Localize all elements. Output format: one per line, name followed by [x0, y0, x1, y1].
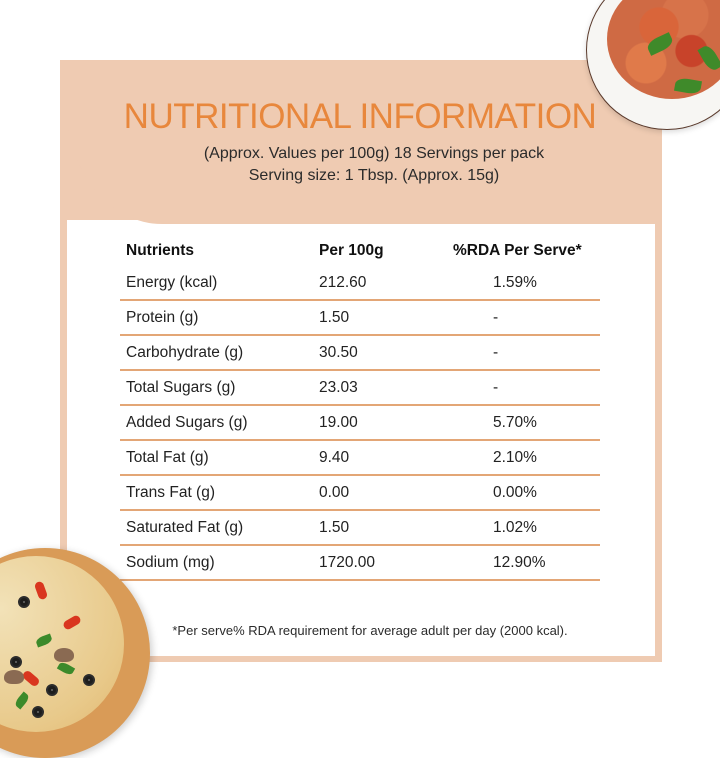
header-panel — [66, 60, 662, 224]
values-subtitle: (Approx. Values per 100g) 18 Servings pe… — [203, 145, 545, 162]
page-title: NUTRITIONAL INFORMATION — [123, 97, 597, 136]
column-header-per-100g: Per 100g — [319, 242, 384, 259]
nutrient-name: Carbohydrate (g) — [126, 343, 244, 361]
per-100g-value: 9.40 — [319, 448, 350, 466]
nutrient-name: Total Fat (g) — [126, 448, 209, 466]
rda-value: 5.70% — [493, 413, 537, 431]
column-header-rda: %RDA Per Serve* — [453, 242, 582, 259]
rda-value: 0.00% — [493, 483, 537, 501]
per-100g-value: 212.60 — [319, 273, 367, 291]
table-header: Nutrients Per 100g %RDA Per Serve* — [120, 236, 600, 266]
mushroom-icon — [4, 670, 24, 684]
per-100g-value: 23.03 — [319, 378, 358, 396]
per-100g-value: 0.00 — [319, 483, 350, 501]
table-row: Carbohydrate (g) 30.50 - — [120, 336, 600, 371]
table-row: Energy (kcal) 212.60 1.59% — [120, 266, 600, 301]
serving-size-subtitle: Serving size: 1 Tbsp. (Approx. 15g) — [248, 167, 500, 184]
table-row: Added Sugars (g) 19.00 5.70% — [120, 406, 600, 441]
nutrient-name: Sodium (mg) — [126, 553, 215, 571]
per-100g-value: 30.50 — [319, 343, 358, 361]
rda-footnote: *Per serve% RDA requirement for average … — [172, 623, 568, 638]
table-card — [67, 220, 655, 656]
rda-value: - — [493, 343, 499, 361]
pepper-icon — [21, 669, 41, 688]
rda-value: 12.90% — [493, 553, 546, 571]
per-100g-value: 19.00 — [319, 413, 358, 431]
pizza-topping-icon — [0, 556, 124, 732]
nutrient-name: Saturated Fat (g) — [126, 518, 244, 536]
nutrient-name: Total Sugars (g) — [126, 378, 236, 396]
basil-leaf-icon — [34, 633, 54, 648]
olive-icon — [32, 706, 44, 718]
basil-leaf-icon — [56, 660, 76, 677]
olive-icon — [10, 656, 22, 668]
table-row: Total Sugars (g) 23.03 - — [120, 371, 600, 406]
table-row: Protein (g) 1.50 - — [120, 301, 600, 336]
rda-value: - — [493, 378, 499, 396]
pepper-icon — [61, 614, 83, 631]
table-row: Sodium (mg) 1720.00 12.90% — [120, 546, 600, 581]
olive-icon — [46, 684, 58, 696]
nutrient-name: Added Sugars (g) — [126, 413, 248, 431]
rda-value: - — [493, 308, 499, 326]
per-100g-value: 1720.00 — [319, 553, 376, 571]
olive-icon — [18, 596, 30, 608]
pasta-plate-image — [586, 0, 720, 130]
nutrient-name: Trans Fat (g) — [126, 483, 215, 501]
nutrient-name: Energy (kcal) — [126, 273, 218, 291]
table-row: Total Fat (g) 9.40 2.10% — [120, 441, 600, 476]
nutrient-name: Protein (g) — [126, 308, 199, 326]
olive-icon — [83, 674, 95, 686]
rda-value: 1.59% — [493, 273, 537, 291]
mushroom-icon — [54, 648, 74, 662]
per-100g-value: 1.50 — [319, 308, 350, 326]
table-row: Saturated Fat (g) 1.50 1.02% — [120, 511, 600, 546]
column-header-nutrients: Nutrients — [126, 242, 195, 259]
per-100g-value: 1.50 — [319, 518, 350, 536]
nutrition-table: Nutrients Per 100g %RDA Per Serve* Energ… — [120, 236, 600, 581]
basil-leaf-icon — [13, 691, 31, 710]
rda-value: 2.10% — [493, 448, 537, 466]
table-row: Trans Fat (g) 0.00 0.00% — [120, 476, 600, 511]
rda-value: 1.02% — [493, 518, 537, 536]
pepper-icon — [33, 580, 49, 601]
